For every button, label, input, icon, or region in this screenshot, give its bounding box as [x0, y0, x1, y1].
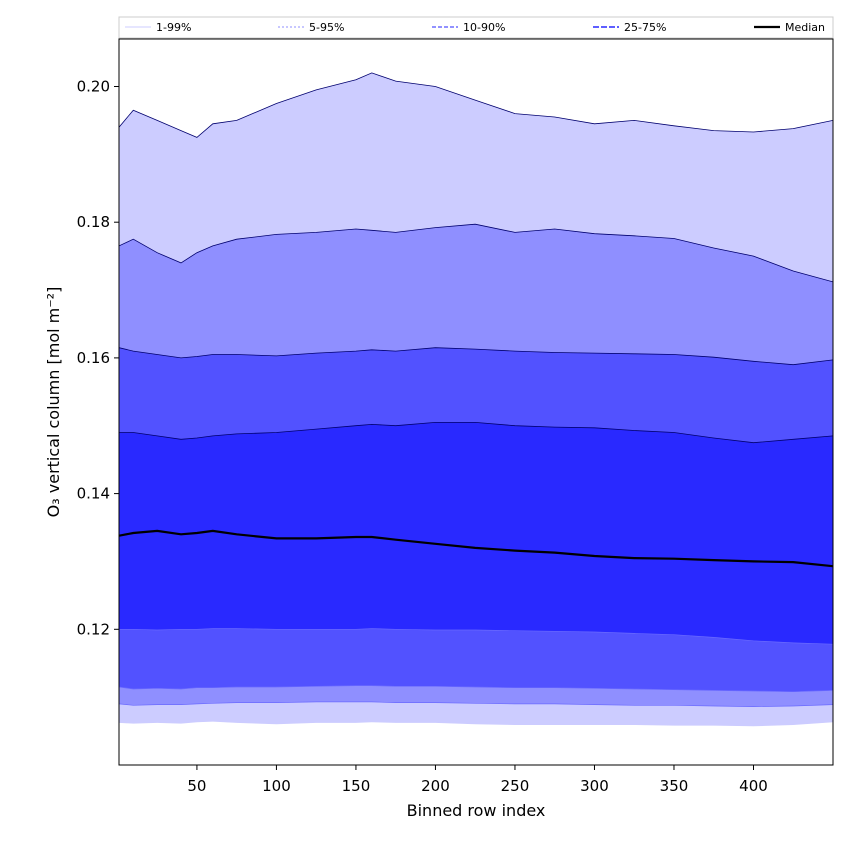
line-p25	[119, 628, 833, 645]
x-tick-label: 300	[580, 777, 609, 795]
line-p05	[119, 701, 833, 707]
line-p75	[119, 422, 833, 444]
y-tick-label: 0.18	[77, 213, 110, 231]
x-tick-label: 50	[187, 777, 206, 795]
band-outline-layer	[119, 72, 833, 707]
line-p10	[119, 685, 833, 693]
x-ticks: 50 100 150 200 250 300 350 400	[187, 765, 768, 795]
legend-label: 10-90%	[463, 21, 505, 34]
legend-label: 1-99%	[156, 21, 191, 34]
legend-label: 5-95%	[309, 21, 344, 34]
x-tick-label: 200	[421, 777, 450, 795]
y-tick-label: 0.12	[77, 620, 110, 638]
legend-label: Median	[785, 21, 825, 34]
plot-frame	[118, 38, 834, 766]
y-axis-label: O₃ vertical column [mol m⁻²]	[44, 287, 63, 518]
x-tick-label: 150	[342, 777, 371, 795]
band-25-75%	[119, 422, 833, 645]
y-ticks: 0.12 0.14 0.16 0.18 0.20	[77, 77, 119, 638]
line-p99	[119, 72, 833, 138]
y-tick-label: 0.16	[77, 349, 110, 367]
legend-box	[118, 16, 834, 39]
x-tick-label: 250	[501, 777, 530, 795]
legend-label: 25-75%	[624, 21, 666, 34]
x-axis-label: Binned row index	[407, 801, 546, 820]
median-layer	[119, 529, 833, 568]
median-line	[119, 529, 833, 568]
y-tick-label: 0.20	[77, 77, 110, 95]
line-p95	[119, 223, 833, 283]
x-tick-label: 350	[660, 777, 689, 795]
x-tick-label: 400	[739, 777, 768, 795]
legend: 1-99% 5-95% 10-90% 25-75% Median	[118, 16, 834, 39]
x-tick-label: 100	[262, 777, 291, 795]
line-p90	[119, 347, 833, 366]
y-tick-label: 0.14	[77, 485, 110, 503]
bands-layer	[119, 72, 833, 727]
